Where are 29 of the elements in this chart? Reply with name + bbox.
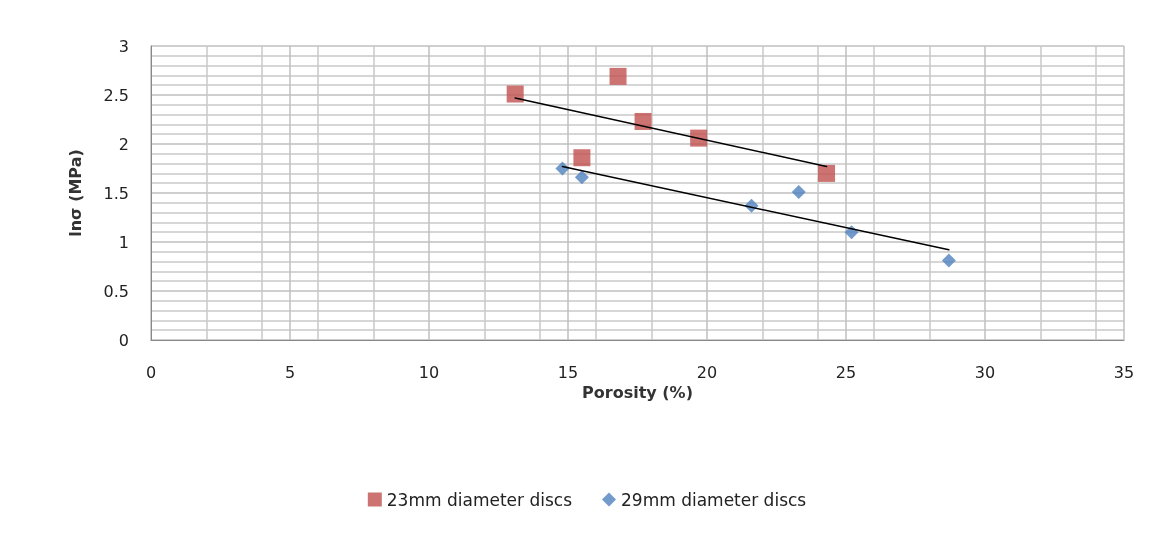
point — [818, 164, 836, 182]
point — [555, 161, 570, 176]
x-tick-label: 15 — [557, 362, 579, 382]
point — [506, 85, 524, 103]
x-tick-label: 0 — [145, 362, 157, 382]
point — [634, 112, 652, 130]
point — [574, 170, 589, 185]
x-tick-label: 30 — [974, 362, 996, 382]
x-tick-label: 35 — [1113, 362, 1135, 382]
y-tick-label: 1 — [118, 232, 129, 252]
point — [573, 149, 591, 167]
x-axis-title: Porosity (%) — [582, 383, 693, 403]
point — [609, 67, 627, 85]
y-tick-label: 0.5 — [103, 281, 129, 301]
x-tick-label: 10 — [418, 362, 440, 382]
point — [690, 129, 708, 147]
point — [791, 185, 806, 200]
point — [941, 253, 956, 268]
legend-label: 29mm diameter discs — [621, 489, 807, 510]
x-tick-label: 5 — [284, 362, 296, 382]
y-tick-label: 2 — [118, 134, 129, 154]
x-tick-label: 25 — [835, 362, 857, 382]
y-axis-title: lnσ (MPa) — [65, 149, 85, 237]
y-tick-label: 2.5 — [103, 85, 129, 105]
y-tick-label: 1.5 — [103, 183, 129, 203]
x-tick-label: 20 — [696, 362, 718, 382]
y-tick-label: 3 — [118, 36, 129, 56]
legend-label: 23mm diameter discs — [386, 489, 573, 510]
y-tick-label: 0 — [118, 330, 129, 350]
